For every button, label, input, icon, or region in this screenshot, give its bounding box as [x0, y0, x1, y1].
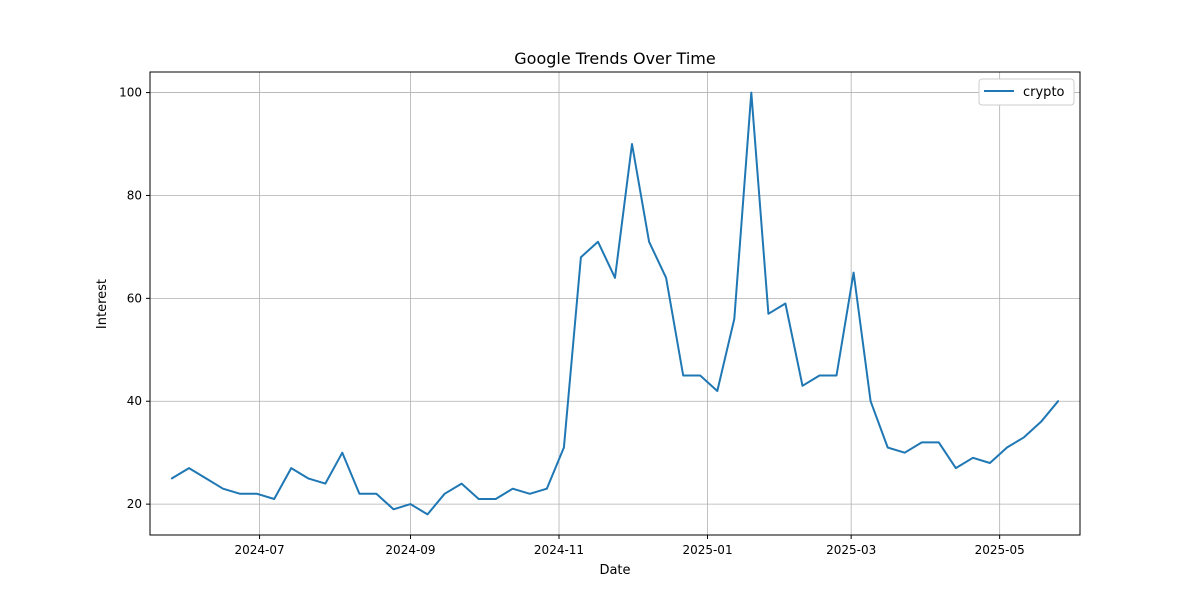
- y-axis: 20 40 60 80 100: [119, 86, 150, 511]
- x-axis-label: Date: [599, 563, 630, 578]
- y-tick-label: 20: [127, 497, 142, 511]
- x-axis: 2024-07 2024-09 2024-11 2025-01 2025-03 2025-…: [234, 535, 1025, 557]
- grid-lines: [150, 72, 1080, 535]
- x-tick-label: 2024-11: [534, 543, 584, 557]
- x-tick-label: 2024-09: [385, 543, 435, 557]
- y-tick-label: 60: [127, 291, 142, 305]
- y-axis-label: Interest: [95, 279, 110, 329]
- x-tick-label: 2025-05: [975, 543, 1025, 557]
- y-tick-label: 40: [127, 394, 142, 408]
- y-tick-label: 80: [127, 188, 142, 202]
- series-line-crypto: [170, 91, 1060, 516]
- plot-area-frame: [149, 71, 1081, 536]
- legend: crypto: [978, 78, 1075, 106]
- legend-entry-crypto: crypto: [1023, 85, 1065, 100]
- x-tick-label: 2025-01: [682, 543, 732, 557]
- series-layer: [170, 91, 1060, 516]
- x-tick-label: 2024-07: [234, 543, 284, 557]
- legend-box: [978, 78, 1075, 106]
- y-tick-label: 100: [119, 86, 142, 100]
- chart-title: Google Trends Over Time: [514, 49, 715, 68]
- x-tick-label: 2025-03: [826, 543, 876, 557]
